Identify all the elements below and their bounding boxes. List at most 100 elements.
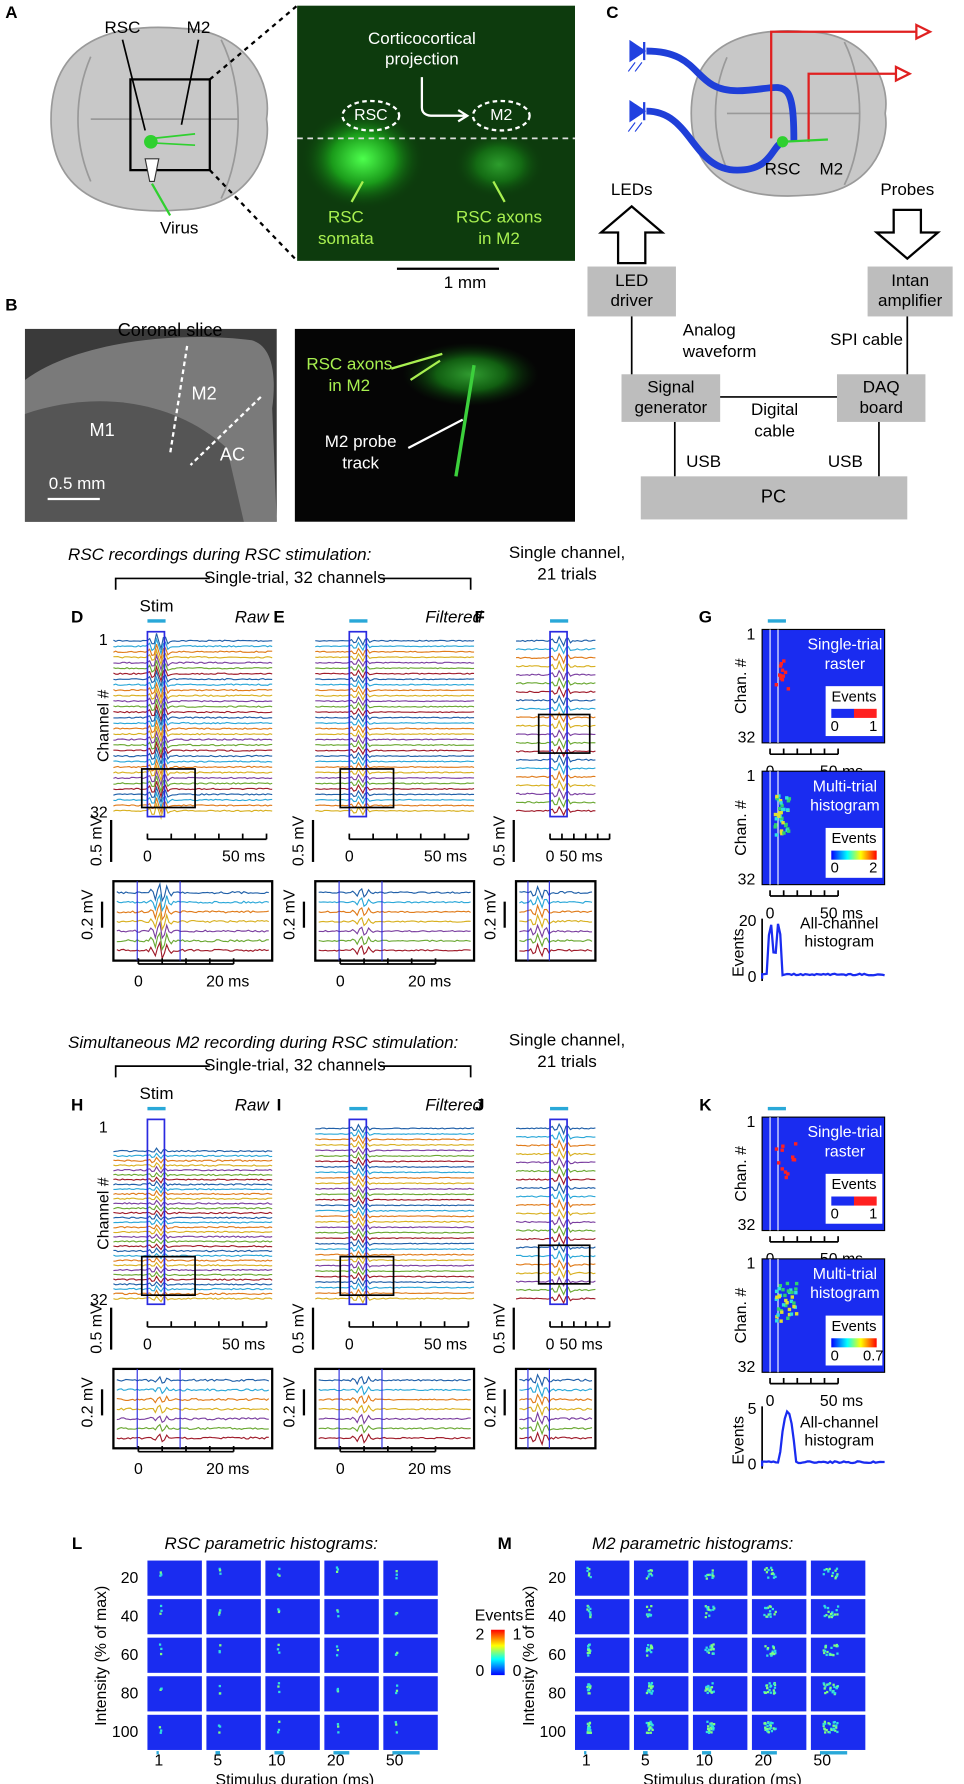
trace	[315, 778, 475, 789]
trace	[515, 711, 596, 723]
event	[704, 1574, 707, 1578]
event	[766, 1690, 770, 1694]
trace	[315, 801, 475, 811]
label: Single-trial, 32 channels	[204, 568, 385, 587]
trace	[315, 761, 475, 772]
label: driver	[610, 291, 653, 310]
event	[775, 1315, 779, 1319]
event	[822, 1573, 825, 1576]
event	[774, 1610, 777, 1614]
event	[706, 1687, 709, 1690]
event	[711, 1574, 714, 1577]
stim-bar	[392, 1751, 420, 1755]
event	[765, 1567, 768, 1570]
label: Corticocortical	[368, 29, 476, 48]
trace	[315, 728, 475, 739]
led	[629, 39, 647, 63]
event	[705, 1688, 708, 1691]
event	[785, 1300, 789, 1305]
event	[276, 1648, 280, 1651]
event	[707, 1688, 710, 1691]
event	[218, 1731, 221, 1734]
event	[649, 1572, 652, 1575]
stim-bar	[274, 1751, 284, 1755]
trace	[113, 746, 273, 765]
event	[588, 1721, 592, 1724]
trace	[515, 1156, 596, 1169]
trace	[515, 1224, 596, 1237]
event	[827, 1683, 830, 1686]
histogram-thumb	[147, 1676, 202, 1712]
label: 0	[831, 1348, 839, 1364]
event	[336, 1722, 340, 1726]
event	[766, 1727, 769, 1731]
event	[589, 1611, 592, 1614]
event	[771, 1607, 774, 1611]
label: 0	[546, 849, 555, 866]
label: 0	[766, 1393, 775, 1410]
trace	[515, 1139, 596, 1153]
event	[588, 1643, 591, 1646]
trace	[113, 660, 273, 677]
event	[707, 1731, 711, 1735]
event	[784, 1298, 788, 1303]
virus-pointer	[150, 183, 172, 217]
event	[647, 1569, 650, 1573]
label: 0.7	[863, 1348, 883, 1364]
label: 0.2 mV	[80, 889, 97, 940]
histogram-thumb	[324, 1714, 379, 1750]
label: raster	[825, 656, 866, 673]
trace	[315, 1128, 475, 1140]
event	[766, 1729, 769, 1733]
trace	[315, 1271, 475, 1282]
event	[713, 1607, 716, 1610]
event	[586, 1651, 589, 1655]
trace	[515, 1198, 596, 1212]
label: Coronal slice	[118, 320, 223, 340]
event	[277, 1685, 280, 1688]
event	[828, 1682, 832, 1685]
panel-letter: A	[5, 3, 17, 22]
histogram-thumb	[147, 1637, 202, 1673]
event	[834, 1577, 837, 1580]
histogram-thumb	[810, 1637, 866, 1673]
event	[647, 1688, 650, 1691]
event	[712, 1643, 715, 1646]
event	[779, 830, 784, 834]
event	[336, 1568, 340, 1571]
stim-bar	[550, 1106, 569, 1111]
label: board	[859, 398, 902, 417]
trace	[315, 1167, 475, 1177]
label: Chan. #	[733, 800, 750, 856]
event	[588, 1572, 591, 1575]
label: 20 ms	[206, 1461, 249, 1478]
event	[217, 1613, 221, 1616]
trace	[318, 1384, 471, 1396]
event	[587, 1692, 590, 1695]
event	[782, 831, 786, 835]
trace	[519, 1373, 593, 1388]
label: DAQ	[863, 377, 900, 396]
trace	[113, 1195, 273, 1203]
label: 0	[336, 1461, 345, 1478]
label: histogram	[804, 934, 874, 951]
histogram-thumb	[751, 1599, 807, 1635]
label: 80	[548, 1686, 566, 1703]
stim-bar	[333, 1751, 350, 1755]
trace	[113, 1256, 273, 1265]
event	[705, 1685, 708, 1689]
stim-bar	[760, 1751, 777, 1755]
event	[774, 1575, 777, 1579]
histogram-thumb	[147, 1599, 202, 1635]
trace	[315, 1211, 475, 1222]
event	[335, 1645, 339, 1648]
event	[781, 1287, 785, 1292]
event	[830, 1615, 833, 1619]
event	[780, 668, 785, 672]
event	[709, 1609, 712, 1612]
event	[159, 1688, 162, 1691]
trace	[315, 1238, 475, 1249]
event	[833, 1644, 836, 1647]
trace	[113, 1213, 273, 1221]
panel-letter: C	[606, 3, 618, 22]
